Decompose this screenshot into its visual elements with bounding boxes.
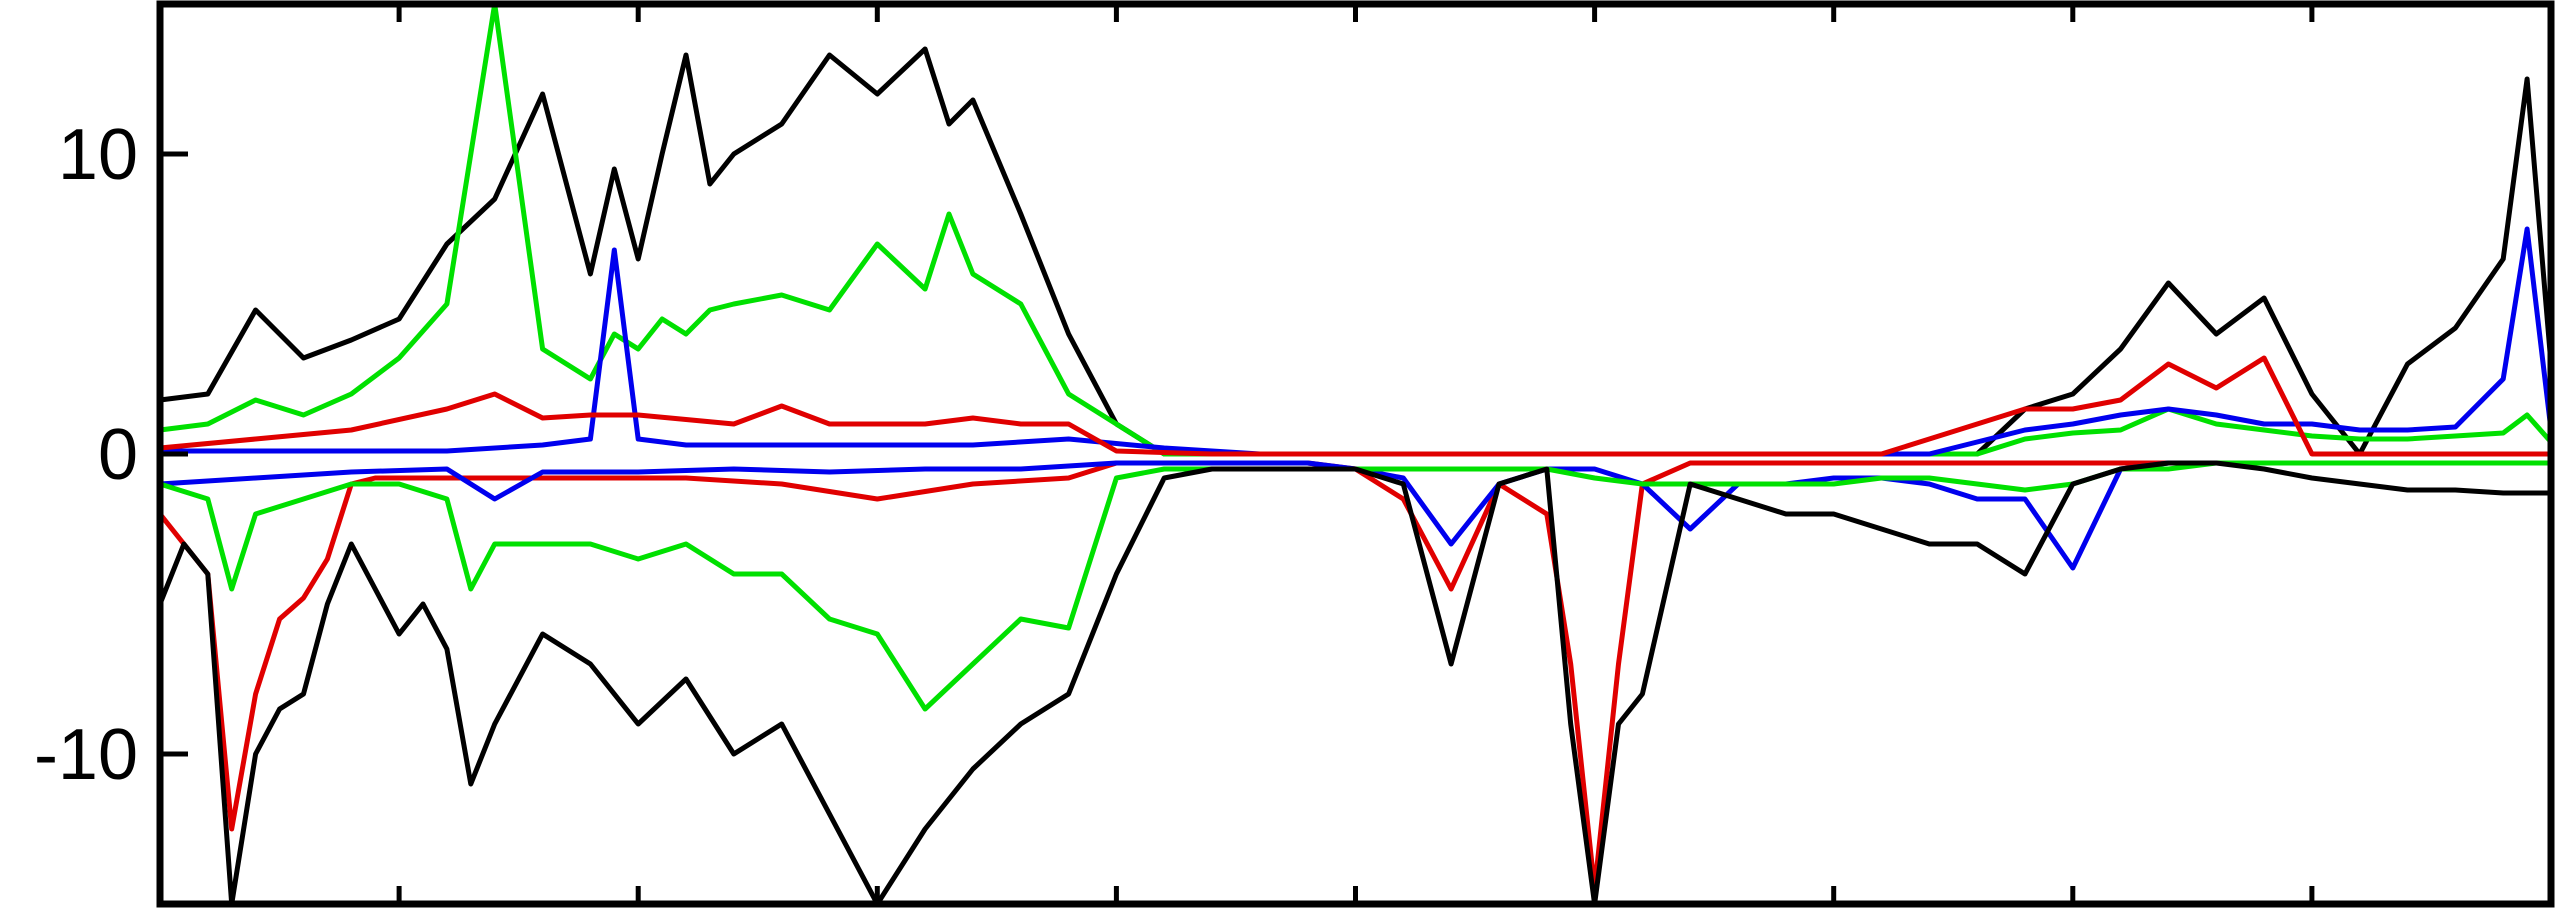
series-line-1 (159, 46, 2554, 457)
series-line-7 (159, 460, 2551, 712)
y-tick-label: 10 (58, 115, 138, 195)
series-line-3 (160, 226, 2554, 457)
y-tick-label: -10 (34, 715, 138, 795)
series-line-4 (159, 355, 2551, 457)
series-line-8 (157, 460, 2551, 907)
y-tick-label: 0 (98, 415, 138, 495)
tick-layer: -10 0 10 (34, 4, 2315, 904)
series-line-2 (159, 1, 2553, 457)
series-layer (157, 1, 2554, 907)
